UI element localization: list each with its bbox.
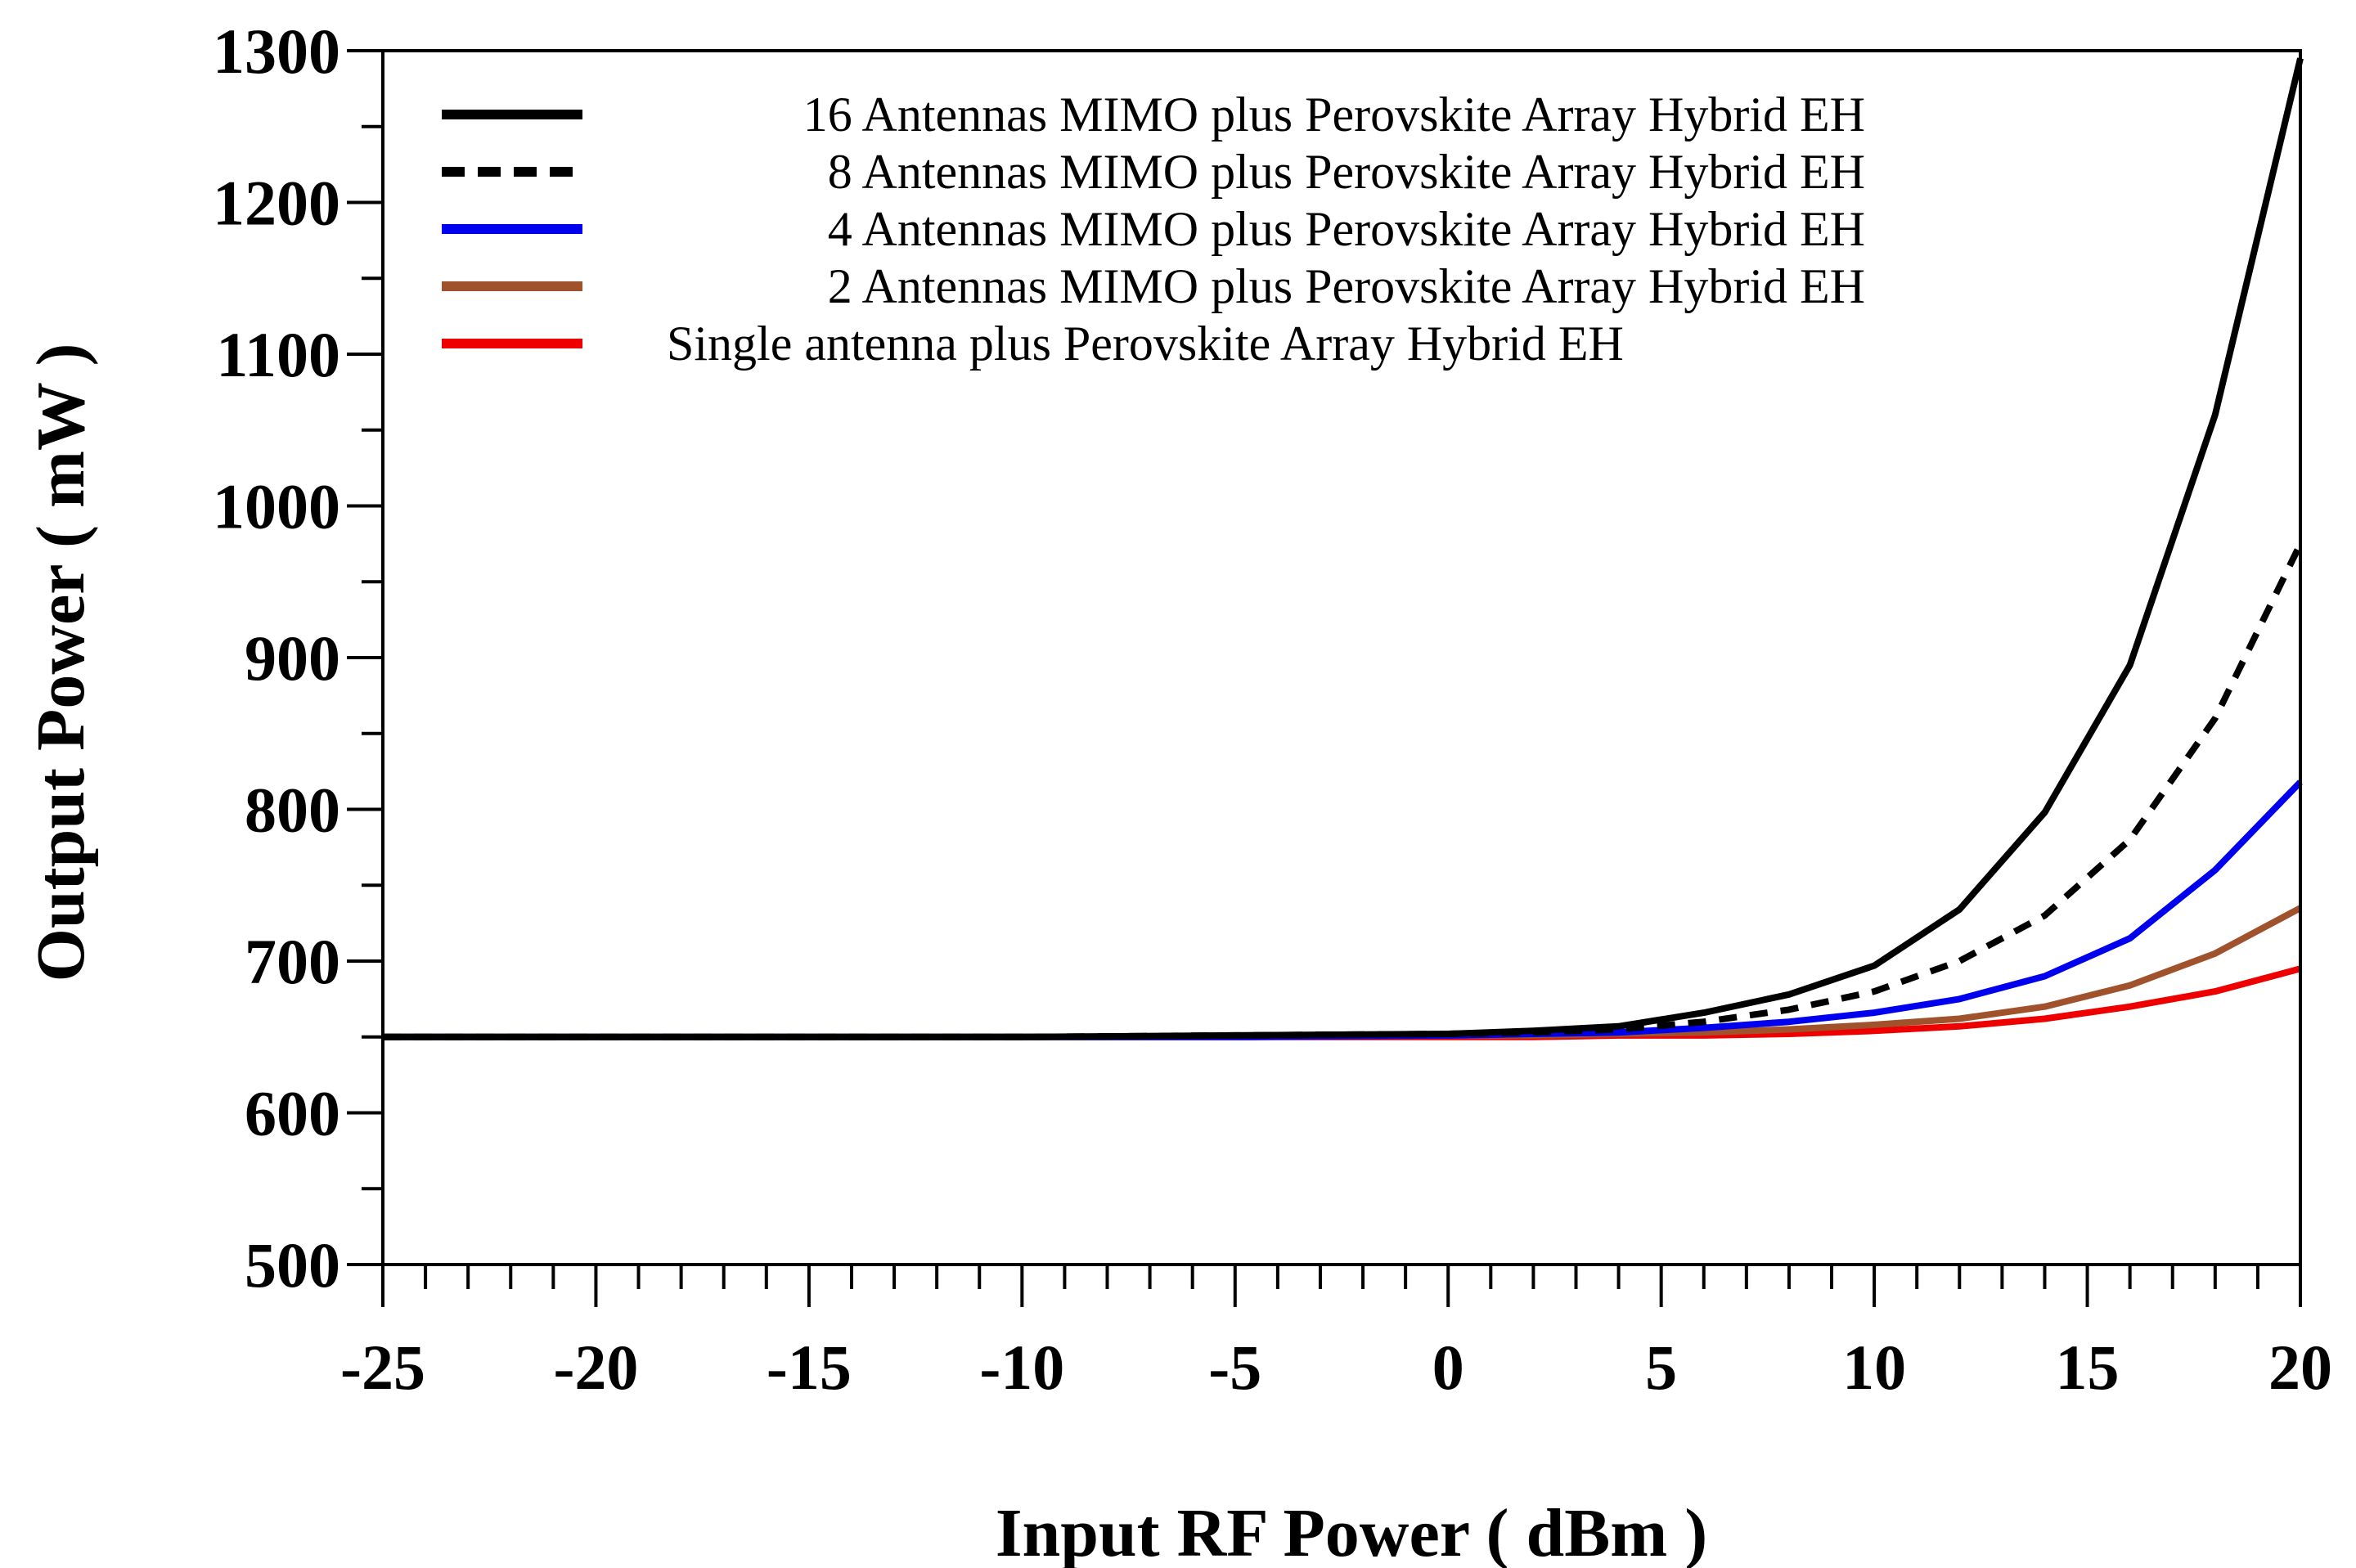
y-tick-label: 500 [245, 1229, 340, 1301]
x-axis-title: Input RF Power ( dBm ) [996, 1495, 1707, 1568]
ticks-layer [347, 49, 2302, 1307]
plot-frame [381, 49, 2302, 1266]
labels-layer: -25 -20 -15 -10 -5 0 5 10 15 20 500 600 700 800 900 100… [213, 16, 2332, 1403]
x-tick-label: -25 [340, 1332, 425, 1403]
series-line-4 [383, 905, 2302, 1040]
y-tick-label: 700 [245, 926, 340, 997]
y-tick-label: 1000 [213, 471, 340, 542]
x-tick-label: -20 [553, 1332, 638, 1403]
y-tick-label: 1100 [216, 319, 340, 390]
series-layer [383, 57, 2304, 1040]
legend-label: 8 Antennas MIMO plus Perovskite Array Hy… [828, 145, 1865, 199]
legend: 16 Antennas MIMO plus Perovskite Array H… [442, 88, 1865, 371]
y-tick-label: 1300 [213, 16, 340, 87]
x-tick-label: 5 [1645, 1332, 1677, 1403]
series-line-1 [383, 57, 2304, 1040]
legend-label: 4 Antennas MIMO plus Perovskite Array Hy… [828, 202, 1865, 256]
x-tick-label: -10 [979, 1332, 1064, 1403]
y-axis-title: Output Power ( mW ) [23, 344, 99, 982]
x-tick-label: 15 [2056, 1332, 2120, 1403]
legend-label: 2 Antennas MIMO plus Perovskite Array Hy… [828, 259, 1865, 313]
series-line-5 [383, 965, 2302, 1040]
legend-label: Single antenna plus Perovskite Array Hyb… [667, 317, 1624, 371]
x-tick-label: 20 [2268, 1332, 2332, 1403]
y-tick-label: 800 [245, 775, 340, 846]
x-tick-label: -15 [767, 1332, 852, 1403]
series-line-3 [383, 780, 2303, 1040]
y-tick-label: 1200 [213, 168, 340, 239]
x-tick-label: 0 [1432, 1332, 1464, 1403]
y-tick-label: 900 [245, 622, 340, 694]
legend-label: 16 Antennas MIMO plus Perovskite Array H… [803, 88, 1865, 142]
x-tick-label: 10 [1842, 1332, 1906, 1403]
x-tick-label: -5 [1208, 1332, 1261, 1403]
series-line-2 [383, 542, 2304, 1040]
y-tick-label: 600 [245, 1078, 340, 1149]
